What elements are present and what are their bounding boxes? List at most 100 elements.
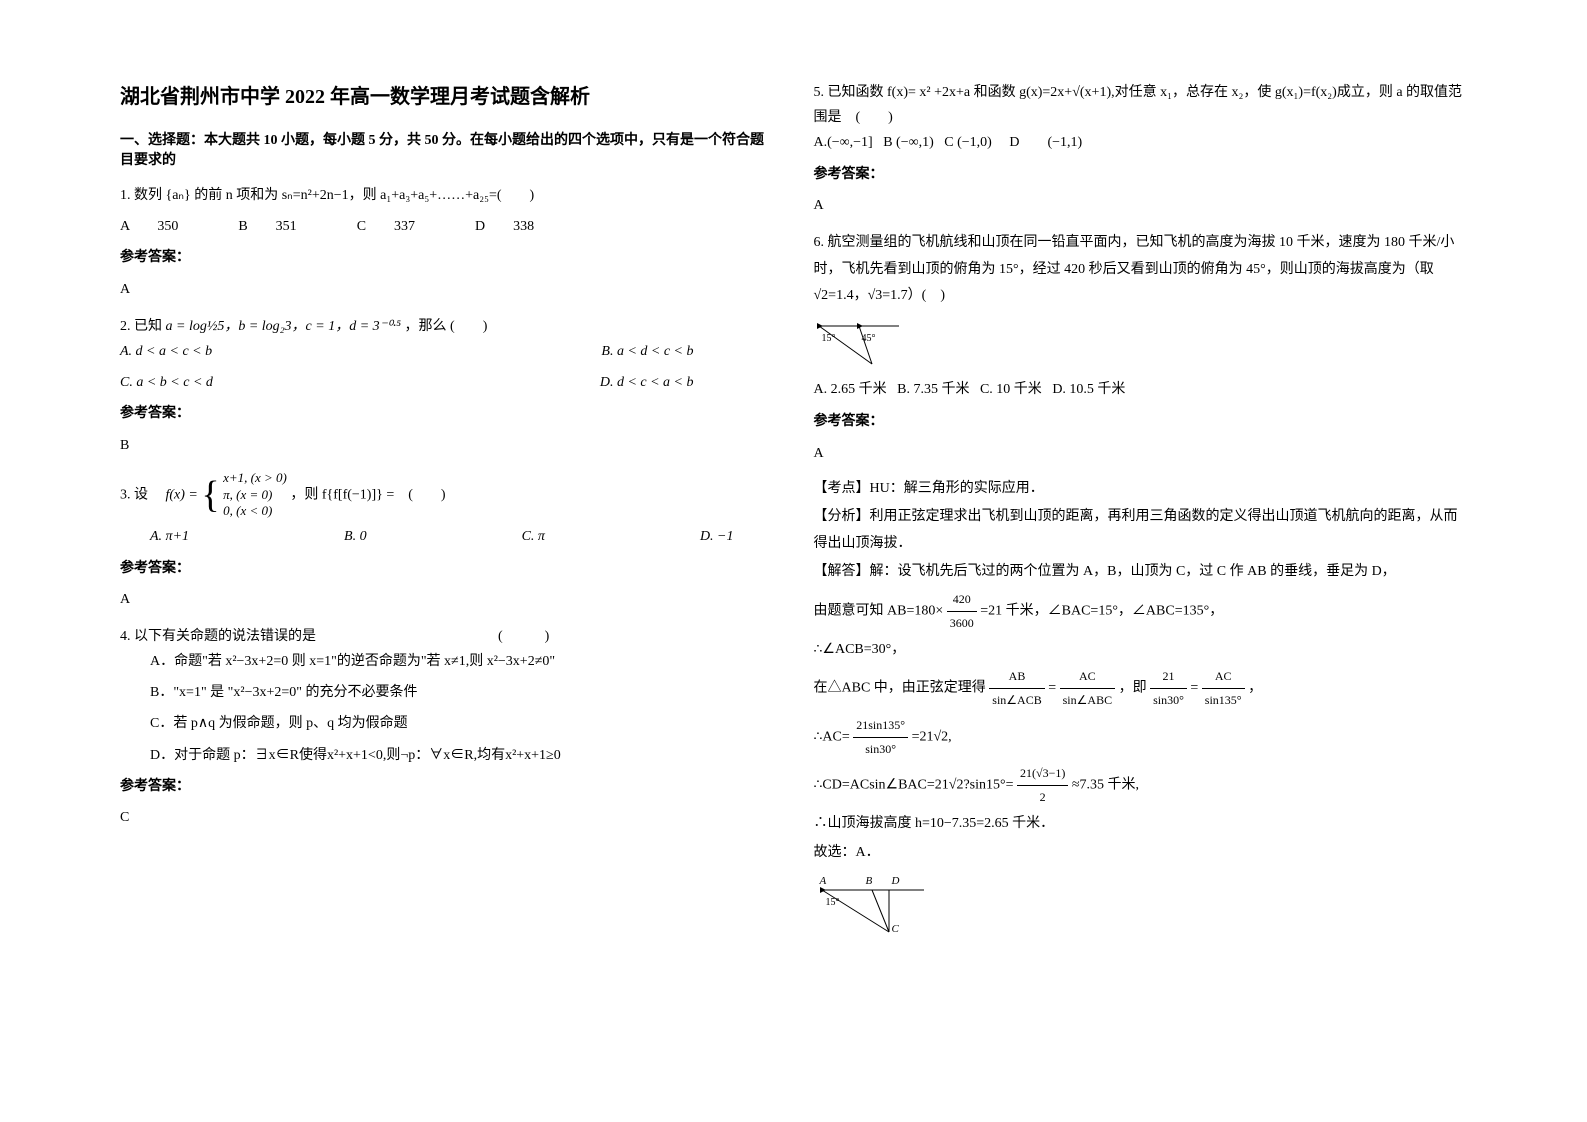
q4-text: 4. 以下有关命题的说法错误的是 ( ) (120, 624, 774, 649)
q6-line4-post: =21√2, (912, 729, 952, 744)
q1-options: A 350 B 351 C 337 D 338 (120, 214, 774, 239)
q6-line6: ∴山顶海拔高度 h=10−7.35=2.65 千米． (814, 811, 1468, 838)
left-column: 湖北省荆州市中学 2022 年高一数学理月考试题含解析 一、选择题：本大题共 1… (100, 80, 794, 954)
q3-answer: A (120, 587, 774, 612)
q6-diagram-1: 15° 45° (814, 316, 904, 371)
q6-diagram-2: A B D C 15° (814, 872, 934, 942)
q2-prefix: 2. 已知 (120, 319, 166, 334)
q2-optC: C. a < b < c < d (120, 370, 213, 395)
q3-fx: f(x) = (166, 487, 198, 502)
q6-options: A. 2.65 千米 B. 7.35 千米 C. 10 千米 D. 10.5 千… (814, 377, 1468, 404)
q6-line4: ∴AC= 21sin135° sin30° =21√2, (814, 714, 1468, 761)
q5-optB: B (−∞,1) (883, 135, 934, 150)
q4-optA: A．命题"若 x²−3x+2=0 则 x=1"的逆否命题为"若 x≠1,则 x²… (150, 649, 774, 674)
q6-line1-frac: 420 3600 (947, 588, 977, 635)
q3-optC: C. π (522, 524, 545, 549)
q3-piecewise: x+1, (x > 0) π, (x = 0) 0, (x < 0) (223, 470, 287, 521)
q6-line1-num: 420 (947, 588, 977, 612)
q5-options: A.(−∞,−1] B (−∞,1) C (−1,0) D (−1,1) (814, 130, 1468, 155)
q1-optD: D 338 (475, 214, 534, 239)
question-4: 4. 以下有关命题的说法错误的是 ( ) A．命题"若 x²−3x+2=0 则 … (120, 624, 774, 830)
d2-D: D (892, 872, 900, 892)
d2-angle15: 15° (826, 894, 840, 912)
q4-answer-heading: 参考答案： (120, 774, 774, 799)
q6-optA: A. 2.65 千米 (814, 382, 887, 397)
q6-l3-f4n: AC (1202, 665, 1245, 689)
question-1: 1. 数列 {aₙ} 的前 n 项和为 sₙ=n²+2n−1，则 a₁+a₃+a… (120, 183, 774, 302)
q6-l4-fn: 21sin135° (853, 714, 908, 738)
q4-optC: C．若 p∧q 为假命题，则 p、q 均为假命题 (150, 711, 774, 736)
q6-line5: ∴CD=ACsin∠BAC=21√2?sin15°= 21(√3−1) 2 ≈7… (814, 762, 1468, 809)
q6-optC: C. 10 千米 (980, 382, 1042, 397)
q6-fenxi: 【分析】利用正弦定理求出飞机到山顶的距离，再利用三角函数的定义得出山顶道飞机航向… (814, 504, 1468, 557)
q6-optB: B. 7.35 千米 (897, 382, 969, 397)
q6-l3-f2d: sin∠ABC (1060, 689, 1115, 712)
q6-line2: ∴∠ACB=30°， (814, 637, 1468, 664)
q6-l3-f1d: sin∠ACB (989, 689, 1044, 712)
q6-line4-f: 21sin135° sin30° (853, 714, 908, 761)
q5-answer-heading: 参考答案： (814, 162, 1468, 187)
q4-optB: B．"x=1" 是 "x²−3x+2=0" 的充分不必要条件 (150, 680, 774, 705)
q6-answer: A (814, 441, 1468, 466)
q2-suffix: ，那么 ( ) (405, 319, 488, 334)
q6-line3-f4: AC sin135° (1202, 665, 1245, 712)
q6-line3-pre: 在△ABC 中，由正弦定理得 (814, 681, 986, 696)
q2-answer-heading: 参考答案： (120, 401, 774, 426)
q3-answer-heading: 参考答案： (120, 556, 774, 581)
d1-angle45: 45° (862, 330, 876, 348)
q5-text: 5. 已知函数 f(x)= x² +2x+a 和函数 g(x)=2x+√(x+1… (814, 80, 1468, 130)
q1-optB: B 351 (238, 214, 296, 239)
q6-l5-fd: 2 (1017, 786, 1068, 809)
q6-line1-den: 3600 (947, 612, 977, 635)
page-title: 湖北省荆州市中学 2022 年高一数学理月考试题含解析 (120, 80, 774, 109)
q6-l3-f1n: AB (989, 665, 1044, 689)
q6-line3-f2: AC sin∠ABC (1060, 665, 1115, 712)
q2-optB: B. a < d < c < b (601, 339, 693, 364)
q6-jieda: 【解答】解：设飞机先后飞过的两个位置为 A，B，山顶为 C，过 C 作 AB 的… (814, 559, 1468, 586)
q6-l3-f4d: sin135° (1202, 689, 1245, 712)
q3-row2: π, (x = 0) (223, 487, 287, 504)
q1-optC: C 337 (357, 214, 415, 239)
q6-l5-fn: 21(√3−1) (1017, 762, 1068, 786)
q6-text: 6. 航空测量组的飞机航线和山顶在同一铅直平面内，已知飞机的高度为海拔 10 千… (814, 230, 1468, 310)
q3-options: A. π+1 B. 0 C. π D. −1 (120, 524, 774, 549)
q3-brace: { (201, 480, 219, 510)
question-6: 6. 航空测量组的飞机航线和山顶在同一铅直平面内，已知飞机的高度为海拔 10 千… (814, 230, 1468, 942)
q6-line1-post: =21 千米，∠BAC=15°，∠ABC=135°， (980, 604, 1223, 619)
q5-optC: C (−1,0) (944, 135, 992, 150)
q1-optA: A 350 (120, 214, 178, 239)
q6-l3-mid: ，即 (1119, 681, 1147, 696)
d2-B: B (866, 872, 873, 892)
q3-row3: 0, (x < 0) (223, 503, 287, 520)
q3-optB: B. 0 (344, 524, 367, 549)
q3-optD: D. −1 (700, 524, 734, 549)
q5-answer: A (814, 193, 1468, 218)
q6-line7: 故选：A． (814, 840, 1468, 867)
q3-prefix: 3. 设 (120, 487, 162, 502)
q2-options-cd: C. a < b < c < d D. d < c < a < b (120, 370, 774, 395)
q4-answer: C (120, 805, 774, 830)
q1-answer: A (120, 277, 774, 302)
question-2: 2. 已知 a = log½5，b = log₂3，c = 1，d = 3⁻⁰·… (120, 314, 774, 458)
q3-body: 3. 设 f(x) = { x+1, (x > 0) π, (x = 0) 0,… (120, 470, 774, 521)
d2-C: C (892, 920, 899, 940)
q2-options-ab: A. d < a < c < b B. a < d < c < b (120, 339, 774, 364)
q2-optD: D. d < c < a < b (600, 370, 694, 395)
q2-text: 2. 已知 a = log½5，b = log₂3，c = 1，d = 3⁻⁰·… (120, 314, 774, 339)
q6-line1-pre: 由题意可知 AB=180× (814, 604, 944, 619)
right-column: 5. 已知函数 f(x)= x² +2x+a 和函数 g(x)=2x+√(x+1… (794, 80, 1488, 954)
q6-l3-post: ， (1248, 681, 1262, 696)
question-3: 3. 设 f(x) = { x+1, (x > 0) π, (x = 0) 0,… (120, 470, 774, 612)
question-5: 5. 已知函数 f(x)= x² +2x+a 和函数 g(x)=2x+√(x+1… (814, 80, 1468, 218)
q6-l3-f2n: AC (1060, 665, 1115, 689)
q2-answer: B (120, 433, 774, 458)
q2-optA: A. d < a < c < b (120, 339, 212, 364)
q5-optD: D (−1,1) (1009, 135, 1082, 150)
q6-line3-f3: 21 sin30° (1150, 665, 1187, 712)
q6-line3: 在△ABC 中，由正弦定理得 AB sin∠ACB = AC sin∠ABC ，… (814, 665, 1468, 712)
q6-l3-eq2: = (1190, 681, 1201, 696)
q6-line3-f1: AB sin∠ACB (989, 665, 1044, 712)
q3-row1: x+1, (x > 0) (223, 470, 287, 487)
q6-line5-f: 21(√3−1) 2 (1017, 762, 1068, 809)
q6-line5-pre: ∴CD=ACsin∠BAC=21√2?sin15°= (814, 778, 1018, 793)
